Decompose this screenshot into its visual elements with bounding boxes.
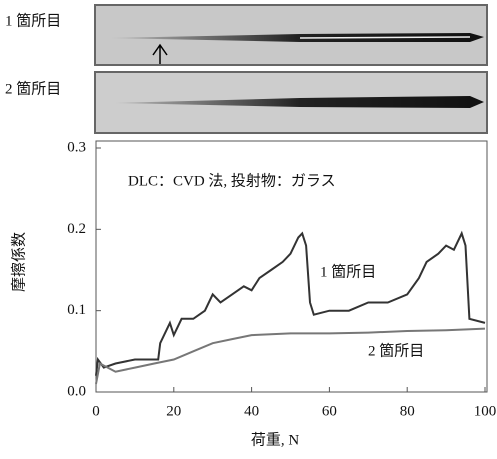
image-label: 1 箇所目 <box>5 12 61 29</box>
x-tick-label: 20 <box>166 403 181 419</box>
plot-frame <box>95 140 488 393</box>
annotation: DLC：CVD 法, 投射物：ガラス <box>128 172 336 189</box>
y-tick-label: 0.0 <box>67 383 86 399</box>
x-tick-label: 80 <box>400 403 415 419</box>
y-axis-label: 摩擦係数 <box>9 232 27 292</box>
arrow <box>152 43 168 64</box>
image-label: 2 箇所目 <box>5 80 61 97</box>
y-tick-label: 0.2 <box>67 221 86 237</box>
plot: 0.0 0.1 0.2 0.3 0 20 40 60 80 100 1 箇所目 2 箇所目 <box>67 139 496 419</box>
x-tick-label: 60 <box>322 403 337 419</box>
x-tick-label: 100 <box>474 403 497 419</box>
x-tick-label: 40 <box>244 403 259 419</box>
x-tick-label: 0 <box>92 403 100 419</box>
series-line <box>95 230 486 376</box>
y-tick-label: 0.3 <box>67 139 86 155</box>
series-label: 2 箇所目 <box>368 342 424 359</box>
scratch-track <box>110 33 484 42</box>
scratch-track <box>115 96 484 108</box>
y-tick-label: 0.1 <box>67 302 86 318</box>
x-axis-label: 荷重, N <box>251 431 300 448</box>
series-label: 1 箇所目 <box>320 263 376 280</box>
scratch-highlight <box>299 36 471 39</box>
series-line <box>95 327 486 385</box>
